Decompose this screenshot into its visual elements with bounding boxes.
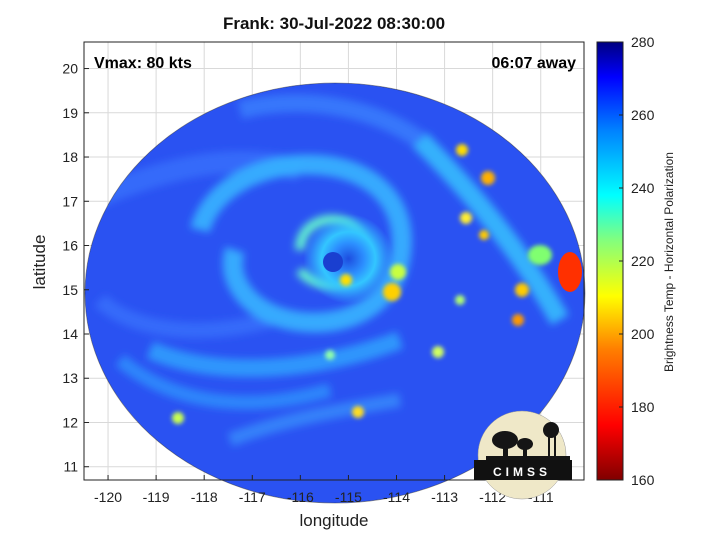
x-tick-label: -114 — [383, 489, 410, 505]
x-axis: -120 -119 -118 -117 -116 -115 -114 -113 -112 -111 — [94, 475, 554, 505]
x-tick-label: -117 — [239, 489, 266, 505]
y-tick-label: 18 — [62, 149, 78, 165]
colorbar-tick-label: 240 — [631, 180, 655, 196]
colorbar — [596, 41, 624, 481]
x-tick-label: -116 — [287, 489, 314, 505]
colorbar-tick-label: 160 — [631, 472, 655, 488]
cimss-logo: CIMSS — [474, 410, 572, 500]
satellite-swath — [85, 83, 585, 503]
colorbar-tick-label: 200 — [631, 326, 655, 342]
storm-eye — [303, 213, 394, 304]
colorbar-tick-label: 180 — [631, 399, 655, 415]
swath-outline — [84, 82, 586, 504]
y-tick-label: 15 — [62, 282, 78, 298]
y-axis: 11 12 13 14 15 16 17 18 19 20 — [62, 61, 89, 475]
grid-lines — [84, 42, 584, 480]
chart-title: Frank: 30-Jul-2022 08:30:00 — [222, 14, 446, 33]
x-tick-label: -111 — [528, 489, 554, 505]
hot-edge-cell — [558, 252, 582, 292]
y-tick-label: 13 — [62, 370, 78, 386]
y-tick-label: 11 — [63, 459, 78, 475]
x-axis-label: longitude — [299, 511, 369, 530]
y-tick-label: 16 — [62, 238, 78, 254]
x-tick-label: -120 — [94, 489, 122, 505]
y-tick-label: 20 — [62, 61, 78, 77]
colorbar-tick-label: 260 — [631, 107, 655, 123]
colorbar-tick-label: 280 — [631, 34, 655, 50]
y-tick-label: 14 — [62, 326, 78, 342]
colorbar-tick-label: 220 — [631, 253, 655, 269]
warm-cells — [172, 144, 552, 424]
colorbar-ticks: 160 180 200 220 240 260 280 — [619, 34, 655, 488]
y-axis-label: latitude — [30, 234, 49, 290]
cimss-logo-text: CIMSS — [493, 465, 551, 479]
colorbar-label: Brightness Temp - Horizontal Polarizatio… — [662, 152, 676, 372]
x-tick-label: -118 — [191, 489, 218, 505]
y-tick-label: 19 — [62, 105, 78, 121]
plot-area — [84, 42, 584, 480]
time-away-annotation: 06:07 away — [491, 55, 576, 72]
x-tick-label: -119 — [143, 489, 170, 505]
y-tick-label: 17 — [62, 193, 78, 209]
x-tick-label: -113 — [431, 489, 458, 505]
x-tick-label: -115 — [335, 489, 362, 505]
vmax-annotation: Vmax: 80 kts — [94, 55, 192, 72]
x-tick-label: -112 — [479, 489, 506, 505]
plot-frame — [83, 41, 585, 481]
y-tick-label: 12 — [62, 414, 78, 430]
